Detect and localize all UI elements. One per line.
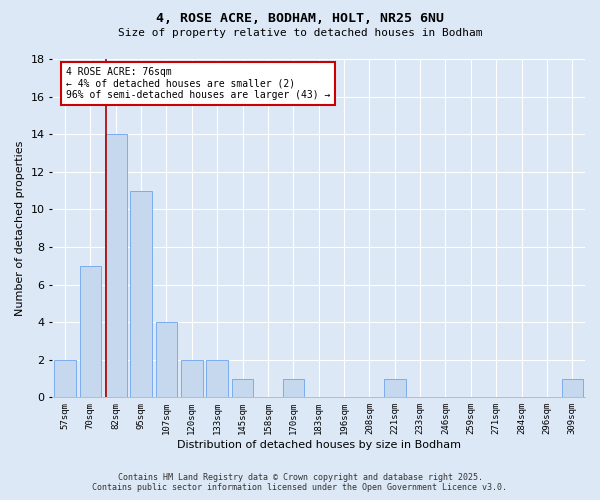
- Text: 4 ROSE ACRE: 76sqm
← 4% of detached houses are smaller (2)
96% of semi-detached : 4 ROSE ACRE: 76sqm ← 4% of detached hous…: [65, 66, 330, 100]
- Bar: [130, 190, 152, 398]
- Bar: [206, 360, 228, 398]
- Text: Contains HM Land Registry data © Crown copyright and database right 2025.
Contai: Contains HM Land Registry data © Crown c…: [92, 473, 508, 492]
- Bar: [105, 134, 127, 398]
- Text: 4, ROSE ACRE, BODHAM, HOLT, NR25 6NU: 4, ROSE ACRE, BODHAM, HOLT, NR25 6NU: [156, 12, 444, 26]
- Text: Size of property relative to detached houses in Bodham: Size of property relative to detached ho…: [118, 28, 482, 38]
- X-axis label: Distribution of detached houses by size in Bodham: Distribution of detached houses by size …: [176, 440, 461, 450]
- Bar: [384, 378, 406, 398]
- Bar: [181, 360, 203, 398]
- Bar: [54, 360, 76, 398]
- Bar: [283, 378, 304, 398]
- Bar: [232, 378, 253, 398]
- Bar: [562, 378, 583, 398]
- Bar: [80, 266, 101, 398]
- Bar: [155, 322, 177, 398]
- Y-axis label: Number of detached properties: Number of detached properties: [15, 140, 25, 316]
